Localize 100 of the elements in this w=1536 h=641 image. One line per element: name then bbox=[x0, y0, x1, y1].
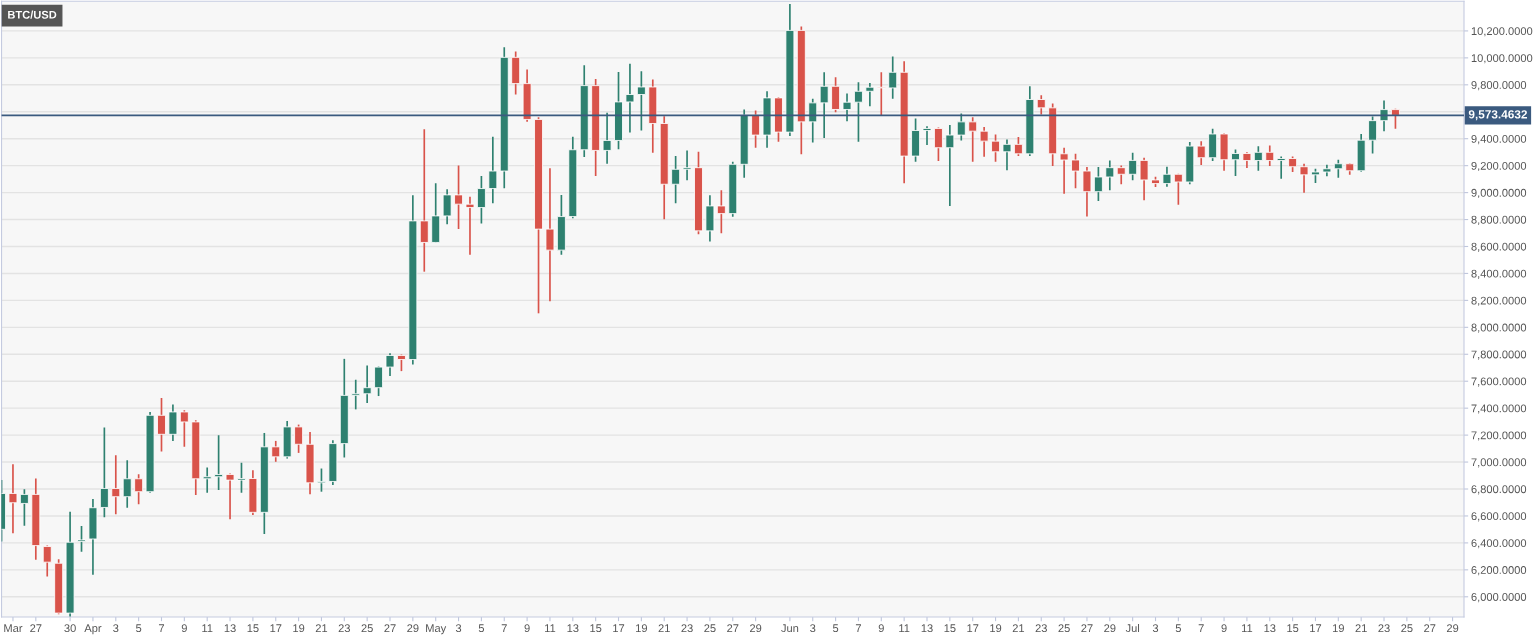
x-tick-label: 23 bbox=[338, 624, 350, 633]
candlestick bbox=[636, 70, 646, 132]
x-tick-label: 7 bbox=[855, 624, 861, 632]
x-tick-label: 21 bbox=[658, 624, 670, 632]
y-tick-label: 10,200.0000 bbox=[1471, 27, 1533, 37]
candlestick bbox=[888, 55, 898, 100]
x-tick-label: 15 bbox=[247, 624, 259, 633]
y-tick-label: 8,600.0000 bbox=[1471, 242, 1527, 252]
x-tick-label: 23 bbox=[681, 624, 693, 633]
x-tick-label: 21 bbox=[1012, 624, 1025, 632]
y-tick-label: 9,200.0000 bbox=[1471, 161, 1527, 172]
candlestick bbox=[442, 188, 452, 225]
x-tick-label: 13 bbox=[224, 624, 236, 633]
x-tick-label: Jun bbox=[781, 624, 799, 633]
x-tick-label: 29 bbox=[750, 624, 762, 633]
candlestick bbox=[374, 365, 383, 397]
text: BTC/USD bbox=[8, 10, 57, 19]
x-tick-label: 7 bbox=[1198, 624, 1204, 632]
x-tick-label: 15 bbox=[1287, 624, 1299, 633]
x-tick-label: 3 bbox=[455, 624, 462, 633]
candlestick bbox=[842, 92, 852, 123]
candlestick bbox=[1162, 165, 1172, 188]
candlestick bbox=[111, 454, 121, 516]
candlestick bbox=[419, 128, 429, 273]
x-tick-label: 27 bbox=[30, 624, 42, 632]
candlestick bbox=[1196, 140, 1206, 166]
candlestick bbox=[1071, 152, 1080, 190]
candlestick bbox=[934, 126, 943, 162]
candlestick bbox=[1333, 158, 1343, 179]
candlestick bbox=[214, 434, 224, 491]
candlestick bbox=[1082, 166, 1092, 218]
x-tick-label: 9 bbox=[1221, 624, 1227, 633]
candlestick bbox=[1139, 156, 1149, 202]
candlestick bbox=[8, 463, 18, 535]
y-tick-label: 7,800.0000 bbox=[1471, 350, 1527, 360]
x-tick-label: 27 bbox=[727, 624, 739, 632]
candlestick bbox=[979, 126, 989, 158]
candlestick bbox=[991, 133, 1000, 163]
candlestick bbox=[819, 71, 829, 139]
candlestick bbox=[922, 125, 932, 146]
candlestick bbox=[968, 116, 978, 163]
x-tick-label: 11 bbox=[202, 624, 213, 632]
x-tick-label: 15 bbox=[944, 624, 956, 633]
candlestick bbox=[1105, 159, 1115, 192]
candlestick bbox=[179, 409, 189, 448]
x-tick-label: 27 bbox=[1424, 624, 1436, 632]
candlestick bbox=[1093, 166, 1103, 202]
x-tick-label: May bbox=[426, 624, 447, 635]
x-tick-label: Mar bbox=[4, 624, 23, 633]
x-tick-label: 11 bbox=[899, 624, 910, 632]
candlestick bbox=[1299, 162, 1309, 194]
x-tick-label: 19 bbox=[990, 624, 1002, 633]
candlestick bbox=[1013, 136, 1023, 157]
candlestick bbox=[465, 195, 475, 256]
candlestick bbox=[476, 175, 486, 225]
x-tick-label: 5 bbox=[136, 624, 142, 633]
x-tick-label: 29 bbox=[1104, 624, 1116, 633]
y-tick-label: 7,200.0000 bbox=[1471, 431, 1527, 441]
candlestick bbox=[545, 167, 555, 303]
x-tick-label: 3 bbox=[810, 624, 816, 633]
candlestick bbox=[271, 440, 281, 463]
y-tick-label: 6,600.0000 bbox=[1471, 512, 1527, 522]
candlestick bbox=[237, 462, 246, 494]
x-tick-label: 9 bbox=[181, 624, 187, 633]
candlestick bbox=[225, 472, 235, 521]
x-tick-label: 21 bbox=[315, 624, 328, 632]
candlestick bbox=[865, 82, 875, 108]
x-tick-label: 23 bbox=[1378, 624, 1390, 633]
candlestick bbox=[716, 189, 726, 234]
x-tick-label: 5 bbox=[478, 624, 485, 633]
candlestick bbox=[625, 62, 635, 134]
candlestick bbox=[202, 466, 212, 494]
x-tick-label: 13 bbox=[1264, 624, 1276, 633]
y-tick-label: 7,000.0000 bbox=[1471, 458, 1527, 468]
x-tick-label: 25 bbox=[361, 624, 373, 633]
x-tick-label: 19 bbox=[636, 624, 648, 633]
y-tick-label: 6,200.0000 bbox=[1471, 566, 1527, 576]
candlestick bbox=[945, 124, 955, 207]
x-tick-label: 13 bbox=[567, 624, 579, 633]
x-tick-label: 17 bbox=[613, 624, 625, 632]
x-tick-label: 7 bbox=[501, 624, 507, 632]
x-tick-label: 21 bbox=[1355, 624, 1367, 632]
x-tick-label: 3 bbox=[113, 624, 119, 633]
y-tick-label: 9,000.0000 bbox=[1471, 188, 1527, 199]
x-tick-label: 19 bbox=[1332, 624, 1344, 633]
x-tick-label: 25 bbox=[1058, 624, 1070, 633]
y-tick-label: 10,000.0000 bbox=[1471, 54, 1533, 64]
x-tick-label: Apr bbox=[84, 624, 102, 635]
x-tick-label: 3 bbox=[1152, 624, 1159, 633]
candlestick bbox=[1036, 94, 1046, 116]
candlestick bbox=[134, 473, 144, 506]
x-tick-label: 27 bbox=[1081, 624, 1093, 632]
candlestick bbox=[454, 164, 463, 230]
y-tick-label: 6,000.0000 bbox=[1471, 593, 1527, 603]
x-tick-label: 15 bbox=[590, 624, 602, 633]
candlestick bbox=[1002, 138, 1012, 172]
candlestick bbox=[1128, 151, 1138, 182]
y-tick-label: 8,800.0000 bbox=[1471, 215, 1527, 225]
x-tick-label: 30 bbox=[64, 624, 76, 633]
x-tick-label: 29 bbox=[407, 624, 419, 633]
